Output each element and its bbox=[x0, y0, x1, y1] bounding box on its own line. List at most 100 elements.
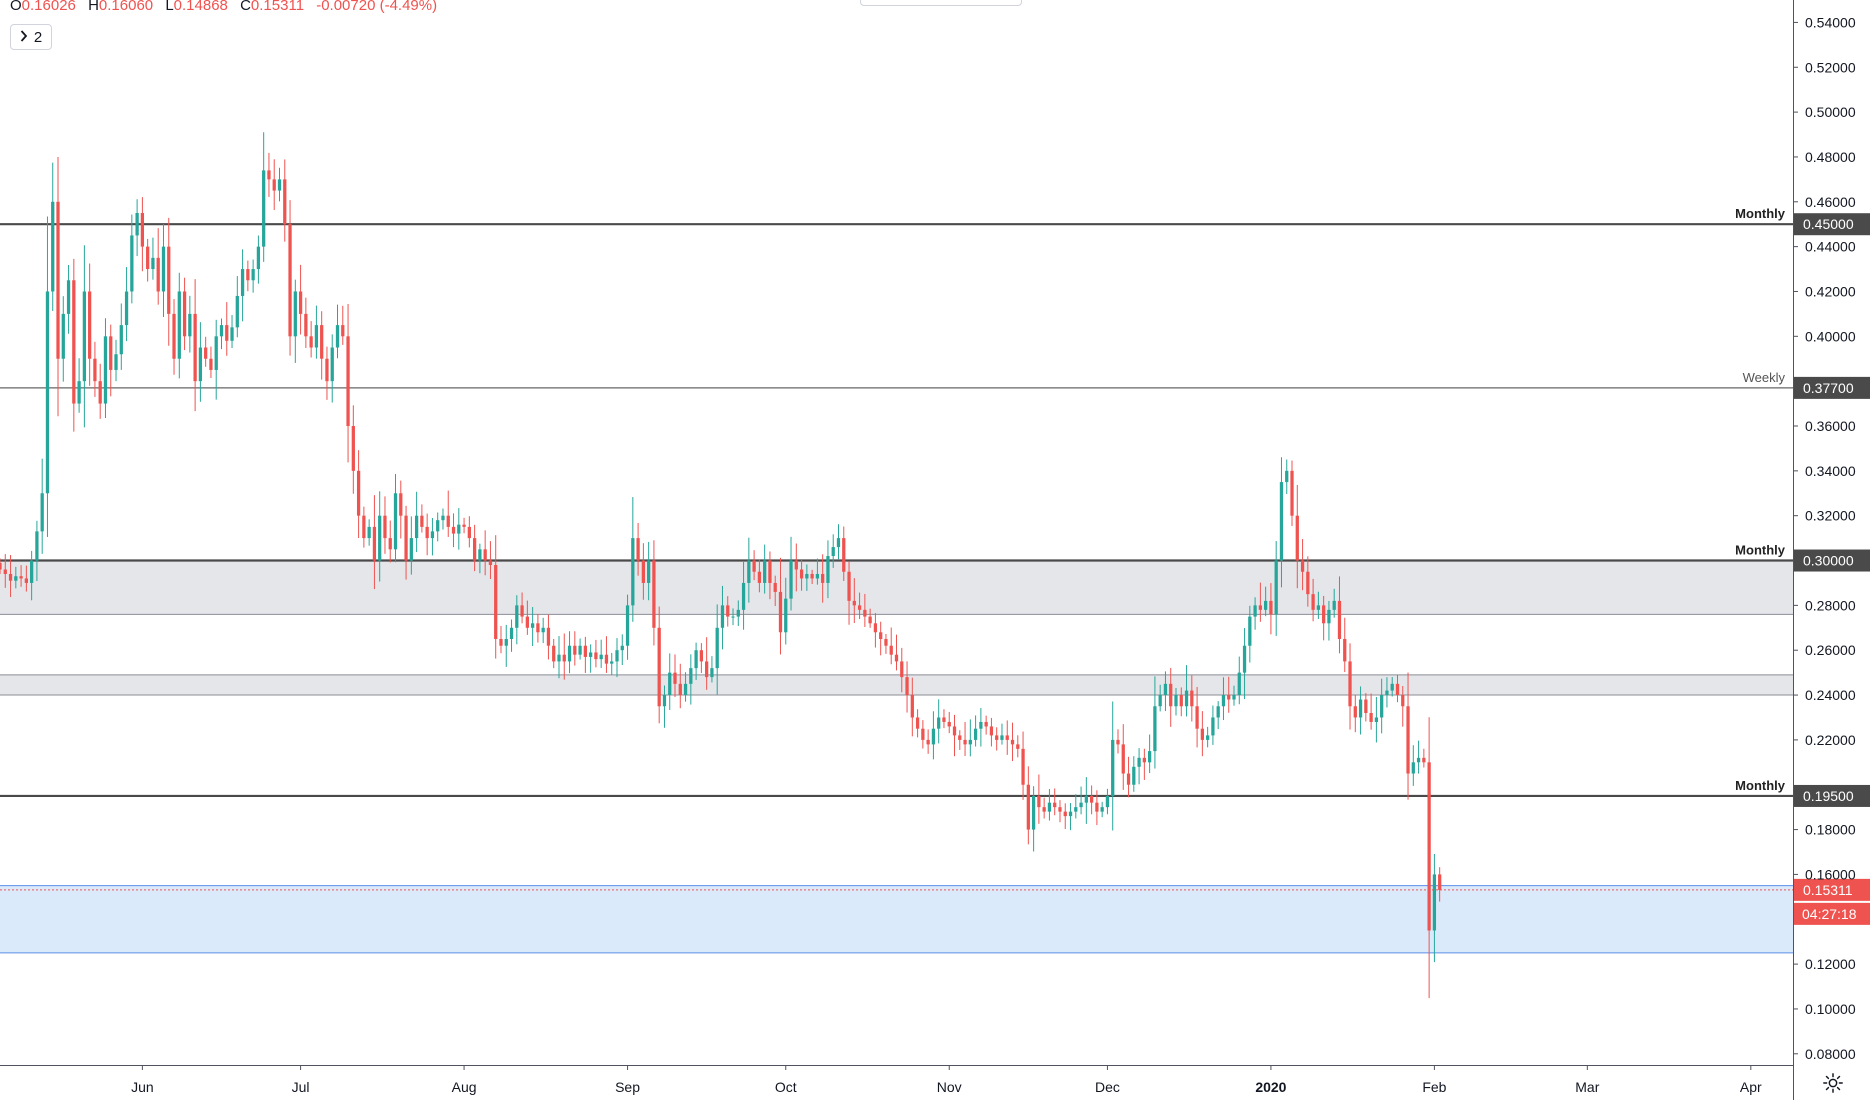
candle-down bbox=[372, 526, 377, 561]
level-price-tag-text: 0.30000 bbox=[1803, 553, 1854, 569]
candle-down bbox=[989, 726, 994, 736]
candle-up bbox=[805, 573, 809, 579]
candle-down bbox=[525, 616, 529, 628]
candle-down bbox=[641, 560, 646, 583]
candle-down bbox=[88, 291, 92, 359]
candle-up bbox=[1327, 609, 1331, 624]
candle-down bbox=[19, 576, 23, 579]
candle-down bbox=[383, 515, 387, 539]
candle-down bbox=[3, 569, 7, 574]
candle-up bbox=[589, 652, 593, 657]
top-panel-tab[interactable] bbox=[860, 0, 1022, 6]
candle-down bbox=[246, 269, 250, 281]
y-tick-label: 0.12000 bbox=[1805, 956, 1856, 972]
candle-down bbox=[995, 735, 999, 740]
candle-up bbox=[393, 493, 398, 550]
change-value: -0.00720 (-4.49%) bbox=[316, 0, 438, 14]
open-value: 0.16026 bbox=[21, 0, 76, 14]
countdown-tag bbox=[1794, 902, 1870, 925]
y-tick-label: 0.44000 bbox=[1805, 239, 1856, 255]
candle-up bbox=[763, 560, 767, 583]
y-tick-label: 0.46000 bbox=[1805, 194, 1856, 210]
candle-up bbox=[14, 576, 18, 581]
candle-down bbox=[93, 358, 97, 382]
candle-down bbox=[494, 565, 498, 639]
candle-down bbox=[488, 560, 493, 566]
x-tick-label: Dec bbox=[1095, 1079, 1120, 1095]
level-price-tag bbox=[1794, 784, 1870, 807]
y-tick-label: 0.24000 bbox=[1805, 687, 1856, 703]
candle-down bbox=[1369, 712, 1373, 722]
indicators-collapse-button[interactable]: 2 bbox=[10, 24, 52, 50]
candle-up bbox=[1158, 695, 1162, 707]
candle-down bbox=[1438, 874, 1442, 890]
candle-down bbox=[552, 645, 556, 662]
candle-up bbox=[478, 549, 482, 561]
candle-up bbox=[625, 605, 630, 646]
y-tick-label: 0.52000 bbox=[1805, 59, 1856, 75]
candle-down bbox=[288, 224, 292, 337]
candle-up bbox=[1031, 795, 1036, 830]
candle-up bbox=[826, 556, 830, 583]
candle-up bbox=[530, 623, 535, 628]
candle-down bbox=[56, 201, 60, 359]
x-tick-label: Nov bbox=[937, 1079, 962, 1095]
level-price-tag-text: 0.45000 bbox=[1803, 216, 1854, 232]
candle-down bbox=[451, 526, 456, 534]
candle-down bbox=[863, 609, 867, 617]
candle-up bbox=[161, 246, 166, 292]
candle-down bbox=[193, 313, 197, 382]
candle-up bbox=[620, 645, 624, 651]
y-tick-label: 0.26000 bbox=[1805, 642, 1856, 658]
candle-down bbox=[356, 470, 361, 516]
x-tick-label: 2020 bbox=[1255, 1079, 1286, 1095]
candle-up bbox=[66, 280, 71, 314]
candle-down bbox=[404, 515, 408, 561]
gear-icon[interactable] bbox=[1820, 1070, 1846, 1096]
level-label: Weekly bbox=[1743, 370, 1786, 385]
candle-up bbox=[1211, 717, 1215, 736]
candle-up bbox=[61, 313, 65, 359]
candle-up bbox=[188, 313, 192, 337]
level-price-tag bbox=[1794, 549, 1870, 572]
candle-down bbox=[963, 739, 967, 745]
candle-up bbox=[668, 672, 672, 696]
candle-up bbox=[1416, 757, 1421, 763]
level-label: Monthly bbox=[1735, 543, 1786, 558]
candle-up bbox=[177, 291, 181, 359]
x-tick-label: Feb bbox=[1422, 1079, 1446, 1095]
candle-down bbox=[1395, 683, 1400, 696]
level-label: Monthly bbox=[1735, 206, 1786, 221]
y-tick-label: 0.16000 bbox=[1805, 866, 1856, 882]
candle-down bbox=[947, 721, 951, 727]
candle-up bbox=[30, 560, 34, 583]
candle-up bbox=[1184, 690, 1189, 707]
candle-up bbox=[710, 668, 714, 678]
candle-down bbox=[900, 661, 904, 678]
candle-up bbox=[262, 170, 266, 247]
candle-down bbox=[472, 538, 477, 561]
candle-up bbox=[135, 213, 139, 236]
candle-down bbox=[678, 683, 682, 696]
candle-down bbox=[1121, 744, 1125, 774]
candle-down bbox=[98, 381, 102, 404]
candle-down bbox=[499, 639, 503, 646]
y-tick-label: 0.48000 bbox=[1805, 149, 1856, 165]
y-tick-label: 0.54000 bbox=[1805, 14, 1856, 30]
candle-up bbox=[662, 695, 667, 707]
candle-up bbox=[979, 721, 983, 729]
candle-up bbox=[715, 627, 719, 669]
candle-down bbox=[842, 538, 846, 572]
candle-up bbox=[1147, 751, 1152, 763]
candle-down bbox=[1306, 571, 1310, 595]
close-label: C bbox=[240, 0, 251, 14]
candle-down bbox=[1126, 773, 1131, 785]
candle-up bbox=[1000, 735, 1004, 740]
candle-down bbox=[72, 280, 76, 404]
candle-up bbox=[731, 616, 735, 618]
candle-down bbox=[1142, 757, 1146, 763]
candle-up bbox=[784, 598, 788, 633]
candle-down bbox=[1190, 690, 1194, 707]
candle-up bbox=[1047, 802, 1052, 812]
